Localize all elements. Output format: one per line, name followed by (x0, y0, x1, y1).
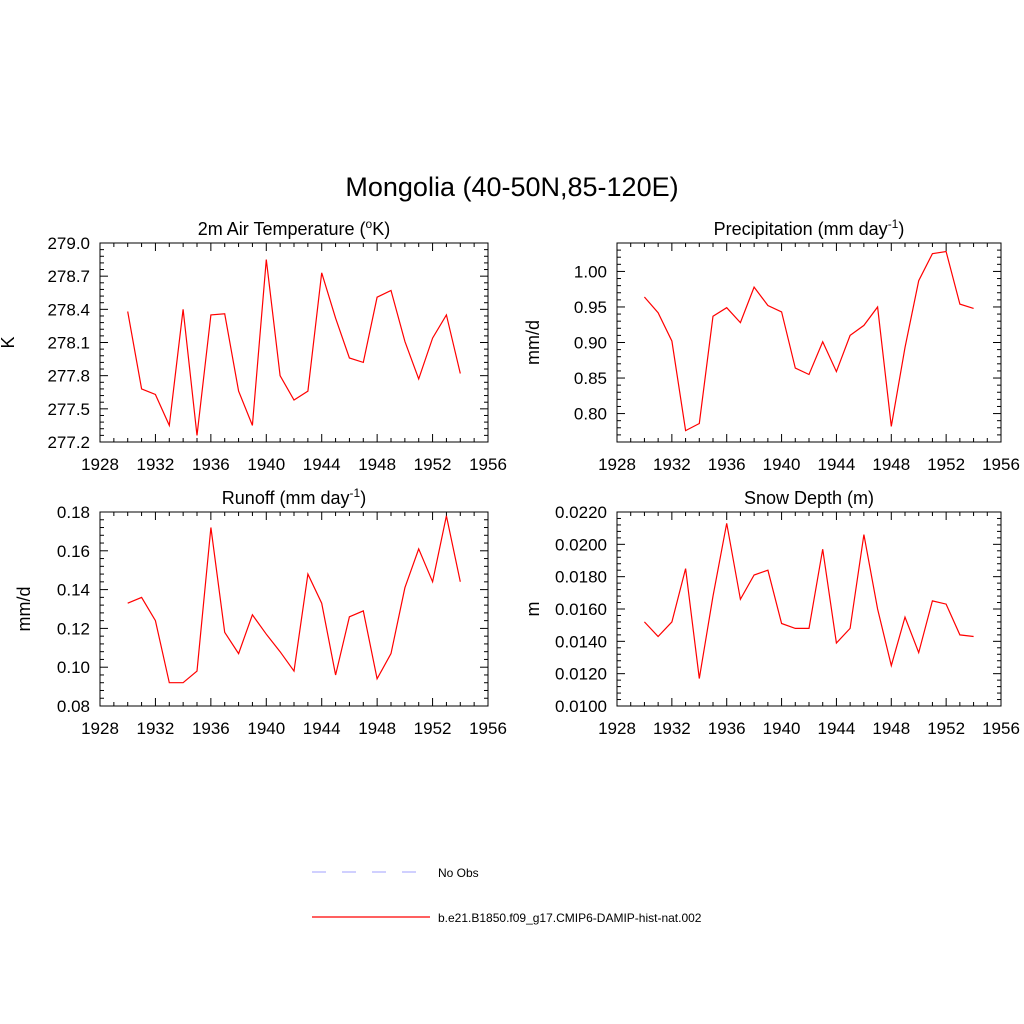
x-tick-label: 1956 (469, 719, 507, 738)
panel-precipitation: 1928 1932 1936 1940 1944 1948 1952 1956 0.80 0.85… (523, 217, 1020, 474)
y-tick-label: 0.12 (57, 619, 90, 638)
y-tick-label: 277.5 (47, 400, 90, 419)
panel-title-text: Snow Depth (m) (744, 488, 874, 508)
x-tick-label: 1952 (927, 455, 965, 474)
x-tick-label: 1940 (763, 455, 801, 474)
y-tick-label: 0.10 (57, 658, 90, 677)
y-tick-label: 0.0140 (555, 632, 607, 651)
y-tick-label: 278.4 (47, 300, 90, 319)
panel-title-text: Runoff (mm day (222, 488, 350, 508)
panel-title-superscript: o (366, 217, 373, 231)
x-tick-label: 1932 (653, 719, 691, 738)
y-tick-label: 277.2 (47, 433, 90, 452)
y-tick-label: 0.95 (574, 298, 607, 317)
x-tick-label: 1944 (818, 455, 856, 474)
y-axis-label: mm/d (14, 587, 34, 632)
y-tick-label: 278.1 (47, 334, 90, 353)
x-tick-label: 1940 (247, 455, 285, 474)
y-tick-label: 0.0200 (555, 535, 607, 554)
y-tick-label: 0.14 (57, 581, 90, 600)
x-tick-label: 1948 (872, 455, 910, 474)
x-tick-label: 1940 (247, 719, 285, 738)
x-tick-label: 1948 (358, 455, 396, 474)
series-line (127, 515, 461, 684)
series-line (127, 259, 461, 436)
panel-title-tail: ) (360, 488, 366, 508)
x-tick-label: 1936 (708, 719, 746, 738)
panel-title: 2m Air Temperature (oK) (198, 217, 390, 239)
x-tick-label: 1928 (598, 455, 636, 474)
y-tick-label: 279.0 (47, 234, 90, 253)
x-tick-label: 1932 (137, 455, 175, 474)
y-tick-label: 0.85 (574, 369, 607, 388)
x-tick-label: 1936 (192, 455, 230, 474)
legend-label-2: b.e21.B1850.f09_g17.CMIP6-DAMIP-hist-nat… (438, 911, 702, 925)
y-tick-label: 277.8 (47, 367, 90, 386)
y-tick-label: 0.0160 (555, 600, 607, 619)
y-tick-label: 0.08 (57, 697, 90, 716)
y-tick-label: 0.80 (574, 405, 607, 424)
y-tick-label: 0.0180 (555, 568, 607, 587)
panel-title-superscript: -1 (888, 217, 899, 231)
x-tick-label: 1928 (81, 455, 119, 474)
y-tick-label: 0.0100 (555, 697, 607, 716)
y-tick-label: 0.90 (574, 334, 607, 353)
plot-frame (616, 242, 1002, 443)
x-tick-label: 1944 (303, 719, 341, 738)
x-tick-label: 1948 (872, 719, 910, 738)
y-tick-label: 278.7 (47, 267, 90, 286)
x-tick-label: 1928 (598, 719, 636, 738)
panel-temperature: 1928 1932 1936 1940 1944 1948 1952 1956 277.2 277… (0, 217, 507, 474)
x-tick-label: 1952 (927, 719, 965, 738)
plot-frame (99, 511, 489, 707)
main-title: Mongolia (40-50N,85-120E) (345, 172, 678, 202)
series-line (643, 250, 974, 432)
y-axis-label: mm/d (523, 320, 543, 365)
panel-title-superscript: -1 (350, 486, 361, 500)
x-tick-label: 1936 (192, 719, 230, 738)
x-tick-label: 1952 (414, 719, 452, 738)
panel-title-tail: K) (372, 219, 390, 239)
y-tick-label: 0.0220 (555, 503, 607, 522)
x-tick-label: 1956 (469, 455, 507, 474)
panel-title: Snow Depth (m) (744, 488, 874, 508)
panel-title-text: 2m Air Temperature ( (198, 219, 366, 239)
panel-snow-depth: 1928 1932 1936 1940 1944 1948 1952 1956 0.0100 0.… (523, 488, 1020, 738)
panel-title-tail: ) (898, 219, 904, 239)
panel-title: Precipitation (mm day-1) (714, 217, 905, 239)
y-tick-label: 1.00 (574, 262, 607, 281)
x-tick-label: 1932 (137, 719, 175, 738)
y-tick-label: 0.16 (57, 542, 90, 561)
x-tick-label: 1944 (303, 455, 341, 474)
x-tick-label: 1952 (414, 455, 452, 474)
panel-runoff: 1928 1932 1936 1940 1944 1948 1952 1956 0.08 0.10… (14, 486, 507, 738)
legend-label-1: No Obs (438, 866, 479, 880)
y-tick-label: 0.18 (57, 503, 90, 522)
y-axis-label: K (0, 336, 18, 348)
plot-frame (99, 242, 489, 443)
x-tick-label: 1932 (653, 455, 691, 474)
y-tick-label: 0.0120 (555, 665, 607, 684)
x-tick-label: 1944 (818, 719, 856, 738)
legend: No Obs b.e21.B1850.f09_g17.CMIP6-DAMIP-hi… (312, 866, 702, 925)
x-tick-label: 1940 (763, 719, 801, 738)
series-line (643, 523, 974, 679)
panel-title: Runoff (mm day-1) (222, 486, 366, 508)
x-tick-label: 1948 (358, 719, 396, 738)
x-tick-label: 1956 (982, 719, 1020, 738)
x-tick-label: 1928 (81, 719, 119, 738)
x-tick-label: 1936 (708, 455, 746, 474)
y-axis-label: m (523, 602, 543, 617)
panel-title-text: Precipitation (mm day (714, 219, 888, 239)
x-tick-label: 1956 (982, 455, 1020, 474)
